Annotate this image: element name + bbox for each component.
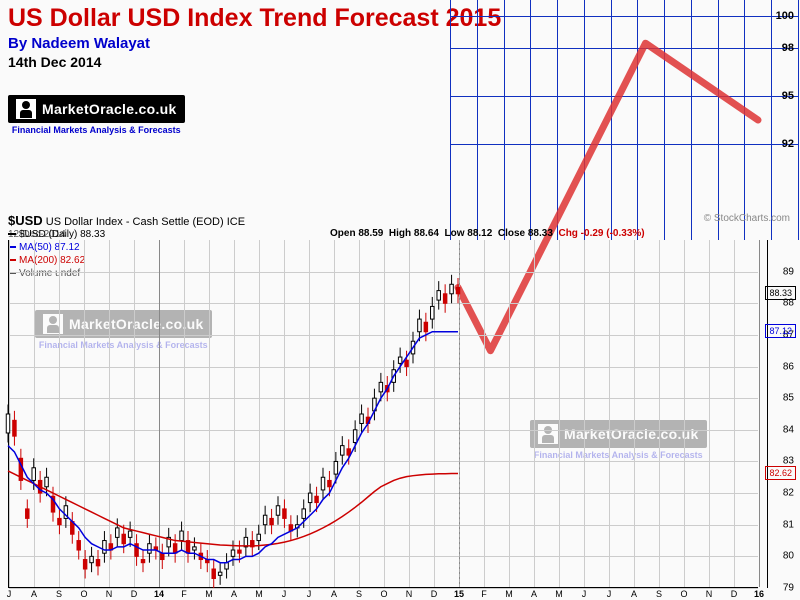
x-tick: F [481,589,487,599]
y-tick: 85 [783,393,794,404]
forecast-chart [450,0,798,240]
x-tick: A [531,589,537,599]
x-tick: M [555,589,563,599]
x-tick: J [282,589,287,599]
forecast-y-tick: 100 [776,10,794,22]
x-tick: M [205,589,213,599]
x-tick: M [505,589,513,599]
chart-desc: US Dollar Index - Cash Settle (EOD) ICE [46,216,245,228]
author-line: By Nadeem Walayat [8,35,501,52]
chart-attribution: © StockCharts.com [704,213,790,224]
date-line: 14th Dec 2014 [8,54,501,70]
y-tick: 86 [783,361,794,372]
x-tick: 14 [154,589,164,599]
x-tick: S [56,589,62,599]
forecast-y-tick: 98 [782,42,794,54]
x-tick: 16 [754,589,764,599]
y-tick: 89 [783,266,794,277]
forecast-y-tick: 95 [782,90,794,102]
price-box: 87.12 [765,324,796,338]
x-tick: J [607,589,612,599]
y-tick: 79 [783,583,794,594]
x-tick: D [131,589,138,599]
price-box: 82.62 [765,466,796,480]
x-tick: O [680,589,687,599]
analyst-icon [16,99,36,119]
x-tick: J [307,589,312,599]
price-chart: JASOND14FMAMJJASOND15FMAMJJASOND16 [8,240,758,588]
x-tick: O [80,589,87,599]
y-tick: 80 [783,551,794,562]
x-tick: S [356,589,362,599]
x-tick: O [380,589,387,599]
logo-brand: MarketOracle.co.uk [42,101,177,117]
y-tick: 81 [783,519,794,530]
y-tick: 82 [783,488,794,499]
x-tick: S [656,589,662,599]
x-tick: D [731,589,738,599]
price-box: 88.33 [765,286,796,300]
x-tick: A [631,589,637,599]
x-tick: A [31,589,37,599]
x-tick: 15 [454,589,464,599]
x-tick: J [582,589,587,599]
marketoracle-logo: MarketOracle.co.uk Financial Markets Ana… [8,95,185,135]
x-tick: N [406,589,413,599]
x-tick: A [231,589,237,599]
y-tick: 83 [783,456,794,467]
x-tick: F [181,589,187,599]
x-tick: M [255,589,263,599]
y-tick: 84 [783,424,794,435]
x-tick: N [106,589,113,599]
x-tick: A [331,589,337,599]
logo-tagline: Financial Markets Analysis & Forecasts [8,125,185,135]
chart-ohlc: Open 88.59 High 88.64 Low 88.12 Close 88… [330,228,645,239]
x-tick: J [7,589,12,599]
x-tick: N [706,589,713,599]
chart-symbol: $USD [8,213,43,228]
x-tick: D [431,589,438,599]
forecast-y-tick: 92 [782,138,794,150]
page-title: US Dollar USD Index Trend Forecast 2015 [8,4,501,33]
